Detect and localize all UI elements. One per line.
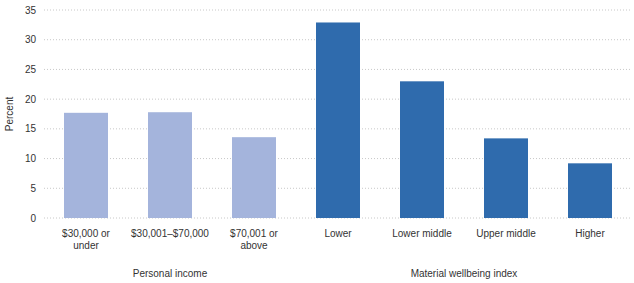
label-line: $30,001–$70,000 <box>131 228 209 239</box>
bar <box>484 138 528 218</box>
y-tick-label: 20 <box>25 94 37 105</box>
label-line: Upper middle <box>476 228 536 239</box>
grid-line <box>44 10 632 11</box>
bar <box>400 81 444 218</box>
y-tick-label: 10 <box>25 153 37 164</box>
label-line: $30,000 or <box>62 228 110 239</box>
x-tick-label: Lower middle <box>392 228 452 239</box>
bar <box>568 163 612 218</box>
y-tick-label: 30 <box>25 34 37 45</box>
y-tick-label: 35 <box>25 5 37 16</box>
label-line: above <box>240 240 268 251</box>
label-line: under <box>73 240 99 251</box>
x-tick-label: Upper middle <box>476 228 536 239</box>
y-tick-label: 25 <box>25 64 37 75</box>
bar <box>232 137 276 218</box>
group-label: Material wellbeing index <box>411 268 518 279</box>
y-tick-label: 5 <box>30 183 36 194</box>
y-axis-label: Percent <box>4 97 15 132</box>
bars <box>64 22 612 218</box>
label-line: $70,001 or <box>230 228 278 239</box>
label-line: Lower middle <box>392 228 452 239</box>
x-tick-label: $70,001 orabove <box>230 228 278 251</box>
y-tick-label: 15 <box>25 123 37 134</box>
y-tick-label: 0 <box>30 213 36 224</box>
bar <box>148 112 192 218</box>
label-line: Lower <box>324 228 352 239</box>
bar <box>316 22 360 218</box>
group-label: Personal income <box>133 268 208 279</box>
x-tick-label: $30,000 orunder <box>62 228 110 251</box>
x-tick-label: Lower <box>324 228 352 239</box>
bar <box>64 113 108 218</box>
chart: 05101520253035Percent$30,000 orunder$30,… <box>0 0 634 283</box>
x-tick-label: Higher <box>575 228 605 239</box>
x-tick-label: $30,001–$70,000 <box>131 228 209 239</box>
label-line: Higher <box>575 228 605 239</box>
